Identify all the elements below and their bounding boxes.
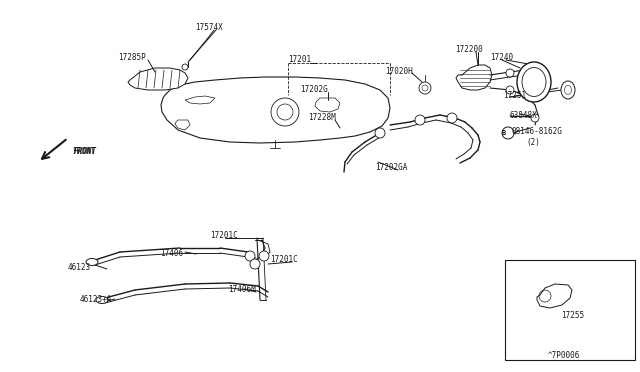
Text: 17574X: 17574X <box>195 23 223 32</box>
Polygon shape <box>537 284 572 308</box>
Text: 17201C: 17201C <box>210 231 237 241</box>
Circle shape <box>375 128 385 138</box>
Circle shape <box>506 86 514 94</box>
Text: 17201: 17201 <box>288 55 311 64</box>
Text: 17202GA: 17202GA <box>375 164 408 173</box>
Circle shape <box>447 113 457 123</box>
Text: ^7P0006: ^7P0006 <box>548 350 580 359</box>
Circle shape <box>245 251 255 261</box>
Text: 17255: 17255 <box>561 311 584 321</box>
Text: 17285P: 17285P <box>118 54 146 62</box>
Ellipse shape <box>86 259 98 266</box>
Ellipse shape <box>96 296 108 304</box>
Ellipse shape <box>522 67 546 96</box>
Text: 17228M: 17228M <box>308 113 336 122</box>
Circle shape <box>531 114 539 122</box>
Circle shape <box>502 127 514 139</box>
Text: (2): (2) <box>526 138 540 147</box>
Text: 17201C: 17201C <box>270 256 298 264</box>
Polygon shape <box>128 68 188 90</box>
Text: 17406M: 17406M <box>228 285 256 295</box>
Circle shape <box>415 115 425 125</box>
Circle shape <box>250 259 260 269</box>
Text: 17406: 17406 <box>160 248 183 257</box>
Circle shape <box>422 85 428 91</box>
Polygon shape <box>161 77 390 143</box>
Bar <box>505 260 635 360</box>
Text: 63848X: 63848X <box>510 110 538 119</box>
Text: 17202G: 17202G <box>300 86 328 94</box>
Circle shape <box>506 69 514 77</box>
Text: 172200: 172200 <box>455 45 483 55</box>
Circle shape <box>182 64 188 70</box>
Text: FRONT: FRONT <box>72 148 95 157</box>
Text: 46123+A: 46123+A <box>80 295 113 305</box>
Text: 17251: 17251 <box>503 90 526 99</box>
Ellipse shape <box>517 62 551 102</box>
Text: B: B <box>502 130 506 136</box>
Text: 08146-8162G: 08146-8162G <box>512 128 563 137</box>
Text: FRONT: FRONT <box>74 148 97 157</box>
Circle shape <box>419 82 431 94</box>
Text: 46123: 46123 <box>68 263 91 273</box>
Circle shape <box>259 251 269 261</box>
Text: 17240: 17240 <box>490 54 513 62</box>
Text: 17020H: 17020H <box>385 67 413 77</box>
Polygon shape <box>456 65 492 90</box>
Ellipse shape <box>561 81 575 99</box>
